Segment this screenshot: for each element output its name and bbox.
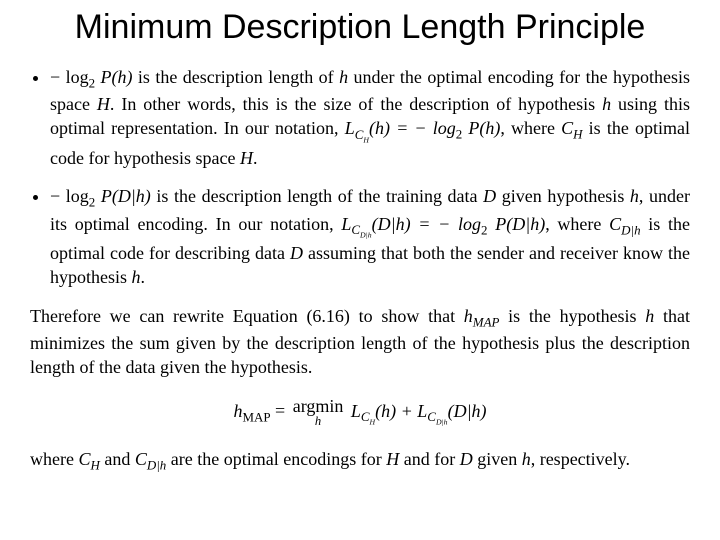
text-close-a: where xyxy=(30,449,78,469)
expr-Lch: LCH xyxy=(345,118,369,138)
eq-term1: LCH(h) + LCD|h(D|h) xyxy=(346,401,486,421)
expr-CDh: CD|h xyxy=(609,214,640,234)
text-b2a: is the description length of the trainin… xyxy=(151,186,483,206)
eq-argmin: argminh xyxy=(293,397,344,428)
text-therefore-b: is the hypothesis xyxy=(499,306,645,326)
body-text: − log2 P(h) is the description length of… xyxy=(30,65,690,474)
expr-CH: CH xyxy=(561,118,582,138)
var-h4: h xyxy=(132,267,141,287)
text-b1g: . xyxy=(253,148,258,168)
expr-Lcdh-arg: (D|h) = − log2 P(D|h) xyxy=(372,214,546,234)
equation-hmap: hMAP = argminh LCH(h) + LCD|h(D|h) xyxy=(30,397,690,428)
text-b1a: is the description length of xyxy=(133,67,340,87)
var-D3: D xyxy=(460,449,473,469)
closing-paragraph: where CH and CD|h are the optimal encodi… xyxy=(30,447,690,474)
text-b1c: . In other words, this is the size of th… xyxy=(110,94,602,114)
var-D2: D xyxy=(290,243,303,263)
var-H: H xyxy=(97,94,110,114)
var-H2: H xyxy=(240,148,253,168)
var-h6: h xyxy=(522,449,531,469)
expr-neglog2ph: − log2 P(h) xyxy=(50,67,133,87)
bullet-2: − log2 P(D|h) is the description length … xyxy=(50,184,690,289)
text-close-d: and for xyxy=(399,449,459,469)
text-close-e: given xyxy=(473,449,522,469)
text-b1e: , where xyxy=(500,118,561,138)
expr-CH2: CH xyxy=(78,449,99,469)
var-H3: H xyxy=(386,449,399,469)
var-h3: h xyxy=(630,186,639,206)
expr-Lcdh: LCD|h xyxy=(341,214,371,234)
var-h5: h xyxy=(645,306,654,326)
expr-neglog2pdh: − log2 P(D|h) xyxy=(50,186,151,206)
text-close-f: , respectively. xyxy=(531,449,630,469)
text-b2d: , where xyxy=(545,214,609,234)
expr-CDh2: CD|h xyxy=(135,449,166,469)
bullet-list: − log2 P(h) is the description length of… xyxy=(30,65,690,290)
text-close-b: and xyxy=(100,449,135,469)
var-h: h xyxy=(339,67,348,87)
slide-title: Minimum Description Length Principle xyxy=(30,8,690,47)
bullet-1: − log2 P(h) is the description length of… xyxy=(50,65,690,170)
expr-hmap: hMAP xyxy=(464,306,500,326)
var-h2: h xyxy=(602,94,611,114)
var-D: D xyxy=(483,186,496,206)
text-b2g: . xyxy=(141,267,146,287)
expr-Lch-arg: (h) = − log2 P(h) xyxy=(369,118,500,138)
text-therefore-a: Therefore we can rewrite Equation (6.16)… xyxy=(30,306,464,326)
slide: Minimum Description Length Principle − l… xyxy=(0,0,720,494)
eq-equals: = xyxy=(271,401,290,421)
therefore-paragraph: Therefore we can rewrite Equation (6.16)… xyxy=(30,304,690,380)
eq-lhs: hMAP xyxy=(233,401,270,421)
text-close-c: are the optimal encodings for xyxy=(166,449,386,469)
text-b2b: given hypothesis xyxy=(496,186,630,206)
